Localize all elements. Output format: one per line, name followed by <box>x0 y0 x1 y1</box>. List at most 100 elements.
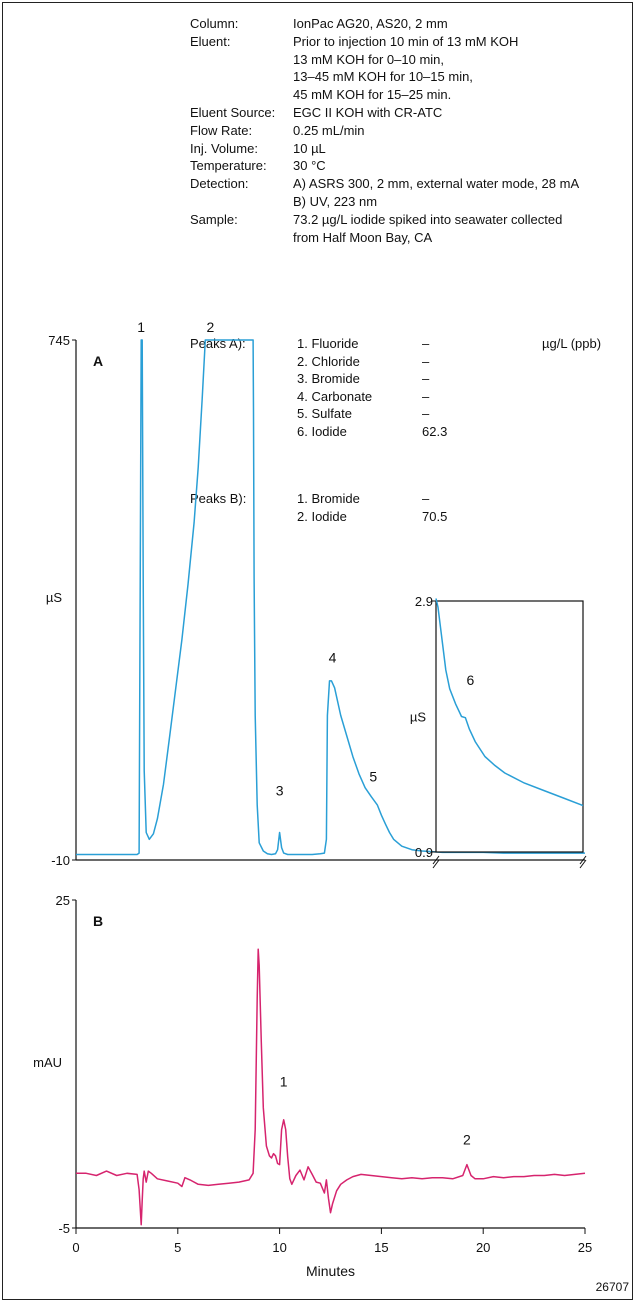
condition-line: Prior to injection 10 min of 13 mM KOH <box>293 33 519 49</box>
condition-label: Inj. Volume: <box>190 140 258 156</box>
condition-value: 0.25 mL/min <box>293 122 630 140</box>
condition-value: 10 µL <box>293 140 630 158</box>
condition-label: Eluent Source: <box>190 104 276 120</box>
condition-row: Sample: 73.2 µg/L iodide spiked into seaw… <box>190 211 630 247</box>
peaks-a-table: Peaks A): 1. Fluoride – µg/L (ppb) 2. Chlori… <box>190 335 601 440</box>
y-tick-label: -5 <box>58 1221 70 1236</box>
peak-label: 4 <box>329 650 337 666</box>
axis-break-mark <box>579 859 587 869</box>
peak-row: Peaks B): 1. Bromide – <box>190 490 542 508</box>
x-tick-label: 0 <box>72 1240 79 1255</box>
condition-row: Column: IonPac AG20, AS20, 2 mm <box>190 15 630 33</box>
peak-name: 4. Carbonate <box>297 388 373 404</box>
peak-row: 4. Carbonate – <box>190 388 601 406</box>
inset-y-axis-label: µS <box>410 710 426 725</box>
peak-name: 6. Iodide <box>297 423 347 439</box>
peak-label: 2 <box>463 1132 471 1148</box>
peak-label: 1 <box>280 1074 288 1090</box>
peak-value: 62.3 <box>422 423 448 439</box>
panel-label: A <box>93 353 103 369</box>
x-tick-label: 25 <box>578 1240 592 1255</box>
peak-group-label: Peaks B): <box>190 491 247 506</box>
y-tick-label: 745 <box>48 333 70 348</box>
condition-value: A) ASRS 300, 2 mm, external water mode, … <box>293 175 630 211</box>
series-line <box>76 948 586 1226</box>
x-tick-label: 5 <box>174 1240 181 1255</box>
inset-peak-label: 6 <box>467 672 475 688</box>
panel-label: B <box>93 913 103 929</box>
peak-value: 70.5 <box>422 508 448 524</box>
condition-line: from Half Moon Bay, CA <box>293 229 433 245</box>
peak-value: – <box>422 336 430 351</box>
condition-value: Prior to injection 10 min of 13 mM KOH 13… <box>293 33 630 104</box>
peak-row: 2. Iodide 70.5 <box>190 508 542 526</box>
condition-value: 73.2 µg/L iodide spiked into seawater co… <box>293 211 630 247</box>
condition-value: EGC II KOH with CR-ATC <box>293 104 630 122</box>
condition-label: Sample: <box>190 211 238 227</box>
condition-label: Detection: <box>190 176 249 192</box>
condition-value: 30 °C <box>293 157 630 175</box>
condition-value: IonPac AG20, AS20, 2 mm <box>293 15 630 33</box>
x-tick-label: 15 <box>374 1240 388 1255</box>
peak-row: 2. Chloride – <box>190 353 601 371</box>
condition-label: Temperature: <box>190 158 267 174</box>
peak-label: 2 <box>206 319 214 335</box>
peak-name: 1. Fluoride <box>297 336 359 351</box>
peak-name: 5. Sulfate <box>297 406 352 421</box>
peak-row: 3. Bromide – <box>190 370 601 388</box>
axis-break-mark <box>579 855 587 865</box>
condition-label: Flow Rate: <box>190 122 253 138</box>
peak-unit: µg/L (ppb) <box>542 336 602 351</box>
axis-break-mark <box>432 859 440 869</box>
conditions-block: Column: IonPac AG20, AS20, 2 mm Eluent: Pri… <box>190 15 630 246</box>
series-line <box>76 339 585 856</box>
x-tick-label: 20 <box>476 1240 490 1255</box>
peak-row: 6. Iodide 62.3 <box>190 423 601 441</box>
condition-line: 13–45 mM KOH for 10–15 min, <box>293 69 473 85</box>
inset-y-tick-label: 0.9 <box>415 845 433 860</box>
condition-line: 13 mM KOH for 0–10 min, <box>293 51 444 67</box>
condition-label: Column: <box>190 16 239 31</box>
condition-line: EGC II KOH with CR-ATC <box>293 104 443 120</box>
peak-name: 1. Bromide <box>297 491 360 506</box>
peak-name: 2. Iodide <box>297 508 347 524</box>
y-tick-label: 25 <box>56 893 70 908</box>
peak-value: – <box>422 491 430 506</box>
condition-line: 45 mM KOH for 15–25 min. <box>293 87 452 103</box>
peak-name: 3. Bromide <box>297 371 360 386</box>
inset-series-line <box>435 598 584 807</box>
peaks-b-table: Peaks B): 1. Bromide – 2. Iodide 70.5 <box>190 490 542 525</box>
condition-label: Eluent: <box>190 33 231 49</box>
condition-line: 10 µL <box>293 140 326 156</box>
condition-row: Eluent: Prior to injection 10 min of 13 m… <box>190 33 630 104</box>
peak-value: – <box>422 388 430 404</box>
y-tick-label: -10 <box>51 853 70 868</box>
figure-id: 26707 <box>595 1280 629 1294</box>
condition-row: Flow Rate: 0.25 mL/min <box>190 122 630 140</box>
peak-value: – <box>422 371 430 386</box>
y-axis-label: µS <box>46 590 62 605</box>
condition-line: 0.25 mL/min <box>293 122 365 138</box>
condition-row: Inj. Volume: 10 µL <box>190 140 630 158</box>
condition-line: B) UV, 223 nm <box>293 193 378 209</box>
condition-line: A) ASRS 300, 2 mm, external water mode, … <box>293 176 580 192</box>
peak-label: 5 <box>369 769 377 785</box>
condition-line: IonPac AG20, AS20, 2 mm <box>293 16 448 31</box>
condition-row: Temperature: 30 °C <box>190 157 630 175</box>
peak-value: – <box>422 353 430 369</box>
peak-name: 2. Chloride <box>297 353 360 369</box>
condition-line: 73.2 µg/L iodide spiked into seawater co… <box>293 211 563 227</box>
condition-row: Detection: A) ASRS 300, 2 mm, external wa… <box>190 175 630 211</box>
axis-break-mark <box>432 855 440 865</box>
inset-y-tick-label: 2.9 <box>415 594 433 609</box>
peak-row: 5. Sulfate – <box>190 405 601 423</box>
x-tick-label: 10 <box>272 1240 286 1255</box>
peak-label: 1 <box>137 319 145 335</box>
condition-line: 30 °C <box>293 158 326 174</box>
condition-row: Eluent Source: EGC II KOH with CR-ATC <box>190 104 630 122</box>
y-axis-label: mAU <box>33 1055 62 1070</box>
x-axis-label: Minutes <box>306 1263 355 1279</box>
peak-value: – <box>422 406 430 421</box>
